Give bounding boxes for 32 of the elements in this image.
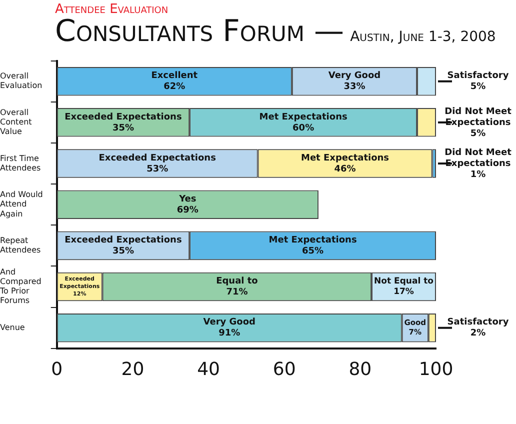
x-tick-label: 0 — [51, 358, 63, 380]
x-tick-label: 100 — [418, 358, 454, 380]
data-label: Excellent 62% — [151, 71, 198, 92]
y-tick-label: Overall Content Value — [0, 108, 32, 136]
data-label: Satisfactory 5% — [447, 71, 509, 92]
data-label: Yes 69% — [176, 194, 198, 216]
x-tick-label: 60 — [272, 358, 296, 380]
data-label: Equal to 71% — [216, 276, 258, 298]
data-label: Met Expectations 65% — [268, 236, 357, 257]
y-tick-label: And Compared To Prior Forums — [0, 267, 42, 306]
y-tick-label: Repeat Attendees — [0, 236, 41, 255]
chart-title: Consultants Forum — — [55, 14, 344, 49]
data-label: Did Not Meet Expectations 1% — [444, 148, 512, 180]
text: Attendee Evaluation — [55, 2, 168, 17]
x-tick-label: 40 — [197, 358, 220, 380]
data-label: Met Expectations 46% — [300, 153, 390, 174]
data-label: Very Good 91% — [203, 318, 256, 339]
y-tick-label: First Time Attendees — [0, 154, 41, 172]
y-tick-label: Overall Evaluation — [0, 72, 42, 90]
chart-subtitle: Austin, June 1-3, 2008 — [350, 29, 496, 45]
data-label: Did Not Meet Expectations 5% — [444, 106, 512, 139]
data-label: Exceeded Expectations 35% — [64, 236, 182, 257]
data-label: Satisfactory 2% — [447, 318, 509, 339]
data-label: Not Equal to 17% — [374, 276, 434, 298]
data-label: Very Good 33% — [328, 71, 381, 92]
y-tick-label: And Would Attend Again — [0, 190, 43, 218]
data-label: Exceeded Expectations 53% — [98, 153, 216, 174]
x-tick-label: 20 — [121, 358, 144, 380]
data-label: Exceeded Expectations 35% — [64, 112, 182, 134]
y-tick-label: Venue — [0, 322, 25, 332]
x-tick-label: 80 — [348, 358, 372, 380]
data-label: Met Expectations 60% — [259, 112, 348, 134]
